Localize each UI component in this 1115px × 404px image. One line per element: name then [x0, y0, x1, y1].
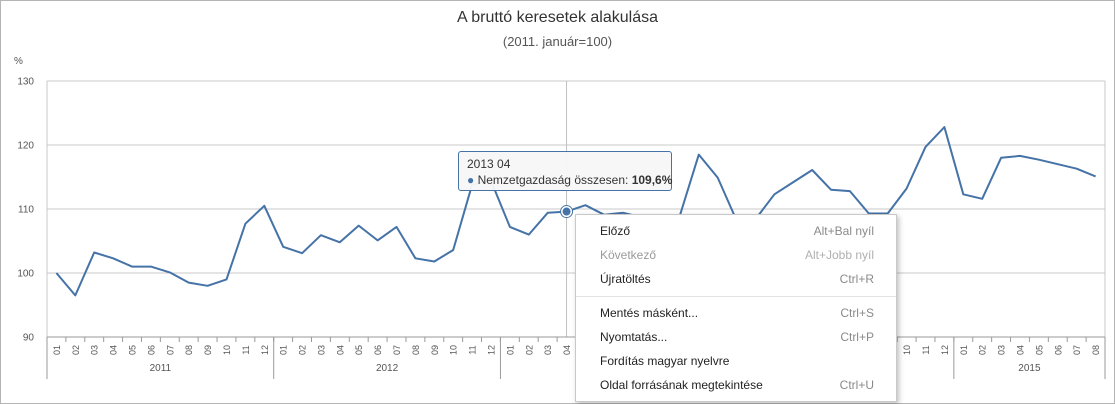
- context-menu-item-label: Oldal forrásának megtekintése: [600, 378, 763, 392]
- x-tick-label: 05: [354, 345, 364, 355]
- tooltip-value: 109,6%: [631, 173, 673, 187]
- highlight-point: [562, 207, 571, 216]
- x-tick-label: 01: [505, 345, 515, 355]
- context-menu-shortcut: Alt+Bal nyíl: [813, 224, 874, 238]
- context-menu-separator: [576, 296, 896, 297]
- context-menu-item: Következő Alt+Jobb nyíl: [576, 243, 896, 267]
- x-tick-label: 10: [222, 345, 232, 355]
- tooltip-series-label: Nemzetgazdaság összesen:: [477, 173, 629, 187]
- year-label: 2011: [150, 363, 172, 374]
- x-tick-label: 07: [392, 345, 402, 355]
- year-label: 2015: [1018, 363, 1041, 374]
- x-tick-label: 05: [128, 345, 138, 355]
- context-menu-item[interactable]: Mentés másként... Ctrl+S: [576, 301, 896, 325]
- x-tick-label: 02: [71, 345, 81, 355]
- context-menu-item-label: Fordítás magyar nyelvre: [600, 354, 730, 368]
- x-tick-label: 04: [1015, 345, 1025, 355]
- x-tick-label: 04: [335, 345, 345, 355]
- year-label: 2012: [376, 363, 399, 374]
- x-tick-label: 03: [90, 345, 100, 355]
- context-menu-item-label: Mentés másként...: [600, 306, 699, 320]
- context-menu-item-label: Következő: [600, 248, 657, 262]
- context-menu-shortcut: Ctrl+P: [840, 330, 874, 344]
- x-tick-label: 05: [1034, 345, 1044, 355]
- tooltip-bullet-icon: ●: [467, 173, 475, 187]
- chart-tooltip: 2013 04 ● Nemzetgazdaság összesen: 109,6…: [458, 151, 672, 191]
- x-tick-label: 04: [562, 345, 572, 355]
- x-tick-label: 11: [921, 345, 931, 354]
- x-tick-label: 10: [449, 345, 459, 355]
- context-menu-shortcut: Ctrl+S: [840, 306, 874, 320]
- context-menu-shortcut: Ctrl+R: [839, 272, 874, 286]
- x-tick-label: 03: [543, 345, 553, 355]
- y-tick-label: 120: [17, 141, 34, 152]
- chart-title: A bruttó keresetek alakulása: [456, 9, 658, 26]
- y-axis-label: %: [14, 56, 23, 67]
- x-tick-label: 02: [298, 345, 308, 355]
- x-tick-label: 01: [279, 345, 289, 355]
- tooltip-series-line: ● Nemzetgazdaság összesen: 109,6%: [467, 172, 672, 188]
- x-tick-label: 02: [524, 345, 534, 355]
- context-menu-shortcut: Alt+Jobb nyíl: [804, 248, 874, 262]
- x-tick-label: 04: [109, 345, 119, 355]
- context-menu-item[interactable]: Nyomtatás... Ctrl+P: [576, 325, 896, 349]
- x-tick-label: 08: [411, 345, 421, 355]
- context-menu-item-label: Nyomtatás...: [600, 330, 668, 344]
- x-tick-label: 03: [316, 345, 326, 355]
- y-tick-label: 100: [17, 269, 34, 280]
- x-tick-label: 03: [997, 345, 1007, 355]
- x-tick-label: 07: [165, 345, 175, 355]
- tooltip-period: 2013 04: [467, 157, 511, 171]
- chart-subtitle: (2011. január=100): [502, 34, 613, 49]
- x-tick-label: 01: [959, 345, 969, 355]
- y-tick-label: 90: [23, 333, 35, 344]
- x-tick-label: 08: [1091, 345, 1101, 355]
- series-line: [55, 126, 1096, 297]
- context-menu-item[interactable]: Fordítás magyar nyelvre: [576, 349, 896, 373]
- x-tick-label: 11: [241, 345, 251, 354]
- y-tick-label: 110: [18, 205, 34, 216]
- x-tick-label: 09: [203, 345, 213, 355]
- context-menu-item[interactable]: Előző Alt+Bal nyíl: [576, 219, 896, 243]
- x-tick-label: 06: [146, 345, 156, 355]
- y-tick-label: 130: [17, 77, 34, 88]
- context-menu-item-label: Előző: [600, 224, 631, 238]
- context-menu-item-label: Újratöltés: [600, 272, 651, 286]
- x-tick-label: 12: [940, 345, 950, 355]
- x-tick-label: 07: [1072, 345, 1082, 355]
- x-tick-label: 10: [902, 345, 912, 355]
- context-menu: Előző Alt+Bal nyíl Következő Alt+Jobb nyíl Ú…: [575, 214, 897, 402]
- x-tick-label: 12: [486, 345, 496, 355]
- x-tick-label: 12: [260, 345, 270, 355]
- x-tick-label: 01: [52, 345, 62, 355]
- x-tick-label: 09: [430, 345, 440, 355]
- context-menu-item[interactable]: Újratöltés Ctrl+R: [576, 267, 896, 291]
- context-menu-item[interactable]: Oldal forrásának megtekintése Ctrl+U: [576, 373, 896, 397]
- x-tick-label: 02: [978, 345, 988, 355]
- context-menu-shortcut: Ctrl+U: [839, 378, 874, 392]
- x-tick-label: 11: [468, 345, 478, 354]
- x-tick-label: 06: [373, 345, 383, 355]
- x-tick-label: 08: [184, 345, 194, 355]
- x-tick-label: 06: [1053, 345, 1063, 355]
